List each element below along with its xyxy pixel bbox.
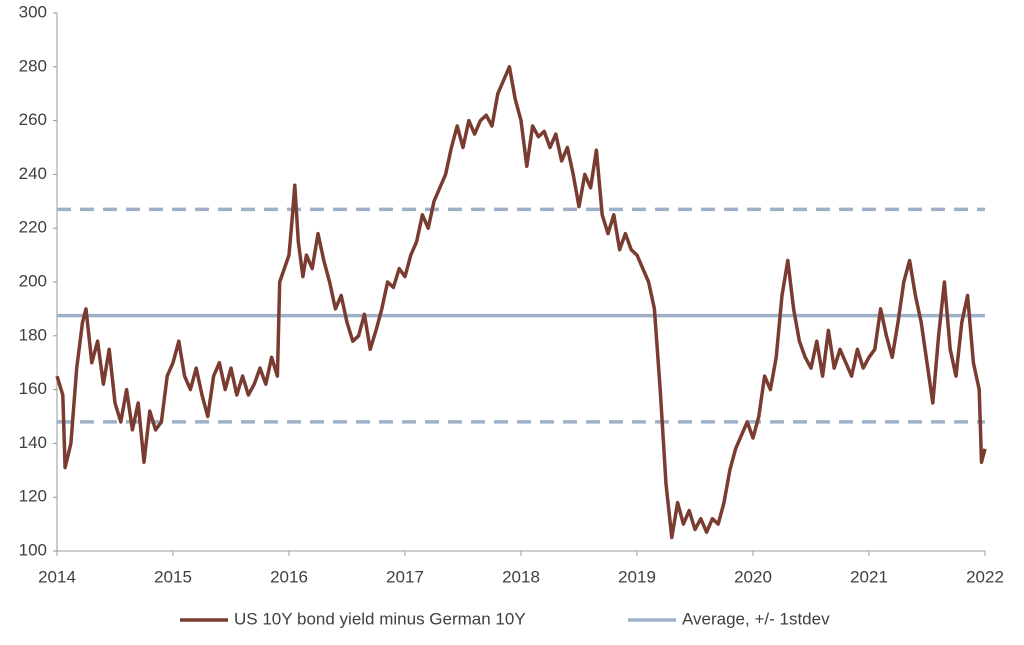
x-tick-label: 2017	[386, 567, 424, 586]
y-tick-label: 240	[19, 164, 47, 183]
y-tick-label: 120	[19, 487, 47, 506]
y-tick-label: 280	[19, 56, 47, 75]
x-tick-label: 2020	[734, 567, 772, 586]
x-tick-label: 2021	[850, 567, 888, 586]
x-tick-label: 2015	[154, 567, 192, 586]
y-tick-label: 100	[19, 540, 47, 559]
y-tick-label: 300	[19, 2, 47, 21]
x-tick-label: 2014	[38, 567, 76, 586]
x-tick-label: 2016	[270, 567, 308, 586]
y-tick-label: 260	[19, 110, 47, 129]
y-tick-label: 160	[19, 379, 47, 398]
y-tick-label: 140	[19, 433, 47, 452]
x-tick-label: 2018	[502, 567, 540, 586]
data-line	[55, 65, 987, 540]
x-tick-label: 2019	[618, 567, 656, 586]
y-tick-label: 200	[19, 271, 47, 290]
x-tick-label: 2022	[966, 567, 1004, 586]
y-tick-label: 220	[19, 218, 47, 237]
legend-label: US 10Y bond yield minus German 10Y	[234, 609, 526, 628]
y-tick-label: 180	[19, 325, 47, 344]
legend-label: Average, +/- 1stdev	[682, 609, 830, 628]
